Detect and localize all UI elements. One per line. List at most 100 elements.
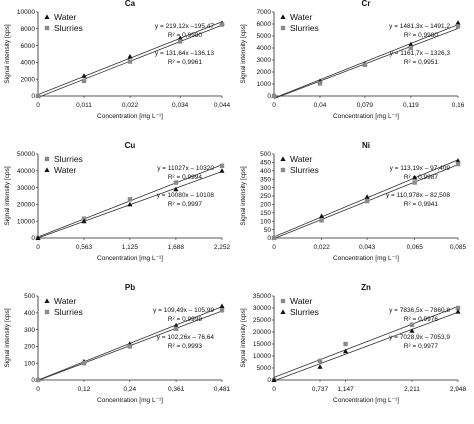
legend-marker-water [280, 14, 286, 19]
x-tick-label: 0,24 [123, 386, 136, 393]
regression-equation: y = 7836,5x – 7860,8 [389, 307, 450, 314]
y-tick-label: 250 [260, 193, 271, 200]
y-tick-label: 100 [260, 218, 271, 225]
y-tick-label: 3000 [257, 57, 272, 64]
data-point-water [412, 174, 418, 180]
data-point-water [127, 201, 133, 207]
y-axis-label: Signal intensity [cps] [4, 308, 11, 367]
y-axis-label: Signal intensity [cps] [240, 24, 247, 83]
y-tick-label: 0 [267, 93, 271, 100]
chart-title: Ni [362, 141, 370, 150]
y-axis-label: Signal intensity [cps] [240, 166, 247, 225]
y-axis-label: Signal intensity [cps] [4, 166, 11, 225]
data-point-slurries [219, 163, 225, 168]
data-point-slurries [409, 328, 415, 333]
y-tick-label: 100 [24, 360, 35, 367]
data-point-water [127, 53, 133, 59]
y-tick-label: 5000 [257, 33, 272, 40]
y-tick-label: 6000 [21, 43, 36, 50]
data-point-water [455, 305, 461, 311]
y-axis-label: Signal intensity [cps] [240, 308, 247, 367]
regression-equation: y = 7028,9x – 7053,9 [389, 334, 450, 341]
x-tick-label: 0 [272, 244, 276, 251]
y-tick-label: 500 [24, 293, 35, 300]
r-squared-label: R² = 0,9997 [168, 201, 203, 208]
data-point-slurries [127, 59, 133, 64]
x-tick-label: 0,022 [313, 244, 330, 251]
data-point-water [319, 213, 325, 219]
data-point-water [219, 168, 225, 173]
data-point-water [317, 358, 323, 363]
r-squared-label: R² = 0,9993 [168, 343, 203, 350]
x-tick-label: 0 [272, 386, 276, 393]
legend-label: Slurries [290, 307, 319, 317]
data-point-water [81, 218, 87, 224]
y-tick-label: 500 [260, 151, 271, 158]
data-point-slurries [219, 22, 225, 27]
y-tick-label: 7000 [257, 9, 272, 16]
legend-marker-water [44, 167, 50, 172]
r-squared-label: R² = 0,9951 [404, 59, 439, 66]
regression-equation: y = 113,19x – 97,409 [390, 165, 451, 172]
y-tick-label: 300 [260, 185, 271, 192]
data-point-water [81, 73, 87, 78]
legend-marker-slurries [44, 156, 50, 162]
y-tick-label: 150 [260, 210, 271, 217]
x-tick-label: 2,252 [214, 244, 231, 251]
x-tick-label: 0,119 [403, 102, 419, 109]
y-tick-label: 20000 [253, 329, 271, 336]
x-axis-label: Concentration [mg L⁻¹] [97, 255, 163, 262]
legend-label: Slurries [54, 23, 83, 33]
legend-label: Slurries [54, 154, 83, 164]
data-point-water [173, 322, 179, 328]
legend-label: Water [54, 165, 77, 175]
x-tick-label: 0,034 [172, 102, 189, 109]
chart-title: Cu [125, 141, 136, 150]
x-tick-label: 0,085 [450, 244, 467, 251]
data-point-slurries [81, 78, 87, 84]
x-tick-label: 0 [36, 102, 40, 109]
y-tick-label: 4000 [21, 60, 36, 67]
y-tick-label: 400 [260, 168, 271, 175]
y-tick-label: 200 [260, 202, 271, 209]
trend-line-water [273, 24, 459, 99]
r-squared-label: R² = 0,9994 [168, 174, 203, 181]
data-point-slurries [35, 93, 41, 99]
x-tick-label: 0,044 [214, 102, 231, 109]
data-point-slurries [271, 235, 277, 241]
legend-label: Water [54, 296, 77, 306]
r-squared-label: R² = 0,9998 [168, 316, 203, 323]
x-tick-label: 0,361 [168, 386, 185, 393]
trend-line-slurries [273, 311, 459, 382]
chart-title: Pb [125, 283, 135, 292]
x-tick-label: 0,043 [359, 244, 376, 251]
y-tick-label: 0 [31, 235, 35, 242]
y-tick-label: 10000 [17, 9, 35, 16]
y-tick-label: 1000 [257, 81, 272, 88]
regression-equation: y = 102,26x – 76,64 [157, 334, 215, 341]
x-tick-label: 2,211 [404, 386, 420, 393]
regression-equation: y = 131,64x –136,13 [155, 50, 214, 57]
legend-marker-slurries [44, 25, 50, 31]
x-tick-label: 0,563 [76, 244, 93, 251]
x-tick-label: 1,125 [122, 244, 139, 251]
regression-equation: y = 110,978x – 82,508 [386, 192, 450, 199]
y-tick-label: 6000 [257, 21, 272, 28]
chart-title: Cr [362, 0, 371, 8]
data-point-slurries [317, 364, 323, 369]
x-tick-label: 0,065 [407, 244, 424, 251]
chart-panel-zn: Zn 0 5000 10000 15000 20000 25000 30000 35000 0 0,… [240, 283, 467, 404]
data-point-slurries [81, 361, 87, 366]
x-tick-label: 0 [36, 244, 40, 251]
y-axis-label: Signal intensity [cps] [4, 24, 11, 83]
y-tick-label: 25000 [253, 317, 271, 324]
legend-marker-water [44, 298, 50, 303]
y-tick-label: 35000 [253, 293, 271, 300]
legend-marker-water [280, 298, 286, 304]
legend-marker-slurries [44, 309, 50, 315]
y-tick-label: 15000 [253, 341, 271, 348]
data-point-slurries [342, 348, 349, 354]
y-tick-label: 2000 [21, 76, 36, 83]
